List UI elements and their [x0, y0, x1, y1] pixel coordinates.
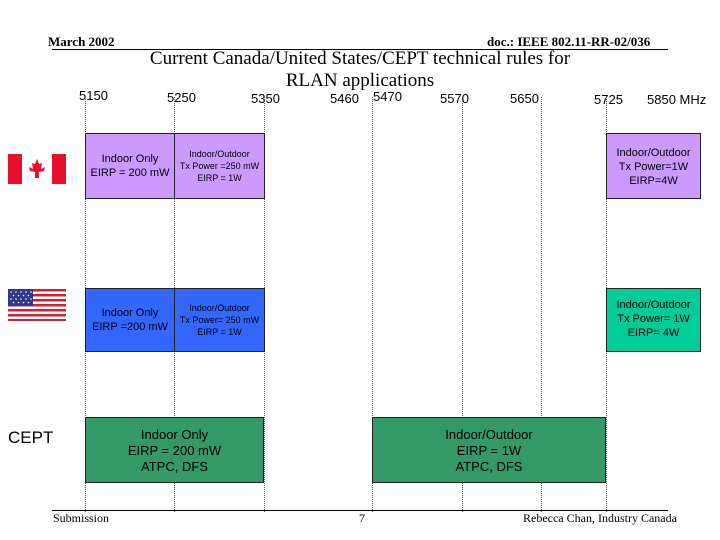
gridline-5470 — [372, 97, 373, 512]
gridline-5570 — [462, 97, 463, 512]
freq-5570: 5570 — [440, 91, 469, 106]
cept-low-line2: EIRP = 200 mW — [127, 443, 222, 458]
cept-low-line1: Indoor Only — [140, 427, 209, 442]
usa-mid-line2: Tx Power= 250 mW — [179, 315, 260, 325]
canada-mid-label: Indoor/Outdoor Tx Power =250 mW EIRP = 1… — [174, 148, 265, 184]
canada-low-line2: EIRP = 200 mW — [90, 167, 170, 179]
canada-high-line1: Indoor/Outdoor — [616, 147, 691, 159]
header-date: March 2002 — [48, 34, 115, 49]
footer-submission: Submission — [53, 511, 110, 525]
cept-high-label: Indoor/Outdoor EIRP = 1W ATPC, DFS — [372, 427, 606, 475]
freq-5470: 5470 — [373, 89, 402, 104]
cept-label: CEPT — [8, 428, 54, 447]
cept-low-label: Indoor Only EIRP = 200 mW ATPC, DFS — [85, 427, 264, 475]
freq-5650: 5650 — [510, 91, 539, 106]
canada-band-5250-5350 — [174, 133, 265, 199]
gridline-5650 — [541, 97, 542, 512]
header-rule — [52, 49, 668, 50]
slide-title-line2: RLAN applications — [285, 70, 435, 91]
cept-high-line2: EIRP = 1W — [456, 443, 522, 458]
footer-author: Rebecca Chan, Industry Canada — [523, 511, 677, 525]
usa-high-line3: EIRP= 4W — [627, 327, 680, 339]
canada-mid-line3: EIRP = 1W — [197, 173, 242, 183]
cept-band-5150-5350 — [85, 417, 264, 483]
freq-5460: 5460 — [330, 91, 359, 106]
canada-high-line3: EIRP=4W — [629, 175, 678, 187]
cept-low-line3: ATPC, DFS — [141, 459, 208, 474]
usa-mid-line3: EIRP = 1W — [197, 327, 242, 337]
freq-5150: 5150 — [79, 88, 108, 103]
usa-low-label: Indoor Only EIRP =200 mW — [88, 306, 172, 334]
usa-low-line1: Indoor Only — [101, 307, 159, 319]
canada-low-line1: Indoor Only — [101, 153, 159, 165]
freq-5850: 5850 MHz — [647, 92, 707, 107]
canada-mid-line2: Tx Power =250 mW — [179, 161, 260, 171]
header-doc-id: doc.: IEEE 802.11-RR-02/036 — [487, 34, 651, 49]
canada-flag-icon — [8, 154, 66, 184]
us-flag-icon — [8, 289, 66, 321]
cept-band-5470-5725 — [372, 417, 606, 483]
footer-page-number: 7 — [359, 511, 365, 525]
canada-low-label: Indoor Only EIRP = 200 mW — [88, 152, 172, 180]
usa-high-line1: Indoor/Outdoor — [616, 299, 691, 311]
cept-high-line1: Indoor/Outdoor — [445, 427, 533, 442]
usa-low-line2: EIRP =200 mW — [92, 321, 168, 333]
usa-high-line2: Tx Power= 1W — [617, 313, 690, 325]
freq-5250: 5250 — [167, 90, 196, 105]
usa-mid-line1: Indoor/Outdoor — [189, 303, 250, 313]
usa-high-label: Indoor/Outdoor Tx Power= 1W EIRP= 4W — [606, 298, 701, 340]
canada-band-5725-5850 — [606, 133, 701, 199]
usa-band-5250-5350 — [174, 288, 265, 352]
slide-title: Current Canada/United States/CEPT techni… — [120, 48, 600, 92]
freq-5725: 5725 — [594, 92, 623, 107]
usa-mid-label: Indoor/Outdoor Tx Power= 250 mW EIRP = 1… — [174, 302, 265, 338]
usa-band-5725-5850 — [606, 288, 701, 352]
slide-title-line1: Current Canada/United States/CEPT techni… — [149, 48, 571, 69]
canada-high-line2: Tx Power=1W — [618, 161, 689, 173]
canada-high-label: Indoor/Outdoor Tx Power=1W EIRP=4W — [606, 146, 701, 188]
cept-high-line3: ATPC, DFS — [455, 459, 523, 474]
footer-rule — [52, 510, 668, 511]
canada-mid-line1: Indoor/Outdoor — [189, 149, 250, 159]
freq-5350: 5350 — [251, 91, 280, 106]
canada-band-5150-5250 — [85, 133, 175, 199]
usa-band-5150-5250 — [85, 288, 175, 352]
